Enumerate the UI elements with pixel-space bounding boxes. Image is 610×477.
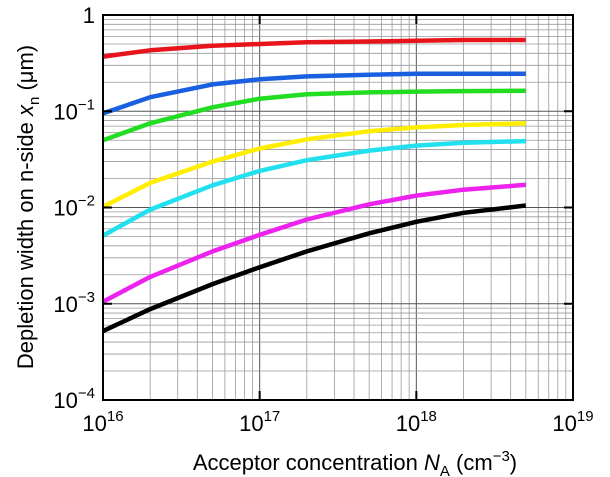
series-line-7 [102, 203, 527, 334]
grid-lines [103, 15, 573, 400]
y-axis-label: Depletion width on n-side xn (μm) [13, 45, 43, 369]
x-tick-label: 1019 [552, 408, 593, 436]
series-line-4 [101, 121, 526, 209]
x-tick-label: 1018 [396, 408, 437, 436]
y-tick-label: 10−1 [53, 96, 95, 124]
y-tick-label: 10−3 [53, 289, 95, 317]
series-line-2 [102, 71, 526, 116]
y-tick-labels: 1 10−1 10−2 10−3 10−4 [53, 3, 95, 413]
x-tick-labels: 1016 1017 1018 1019 [82, 408, 593, 436]
series-lines [101, 37, 527, 334]
y-tick-label: 10−2 [53, 193, 95, 221]
series-line-1 [102, 37, 526, 59]
major-ticks [102, 14, 574, 401]
x-tick-label: 1017 [239, 408, 280, 436]
series-line-6 [101, 182, 526, 304]
x-axis-label: Acceptor concentration NA (cm−3) [193, 448, 517, 477]
series-line-3 [102, 88, 526, 143]
series-line-5 [101, 138, 526, 238]
y-tick-label: 1 [83, 3, 95, 28]
x-tick-label: 1016 [82, 408, 123, 436]
y-tick-label: 10−4 [53, 385, 95, 413]
